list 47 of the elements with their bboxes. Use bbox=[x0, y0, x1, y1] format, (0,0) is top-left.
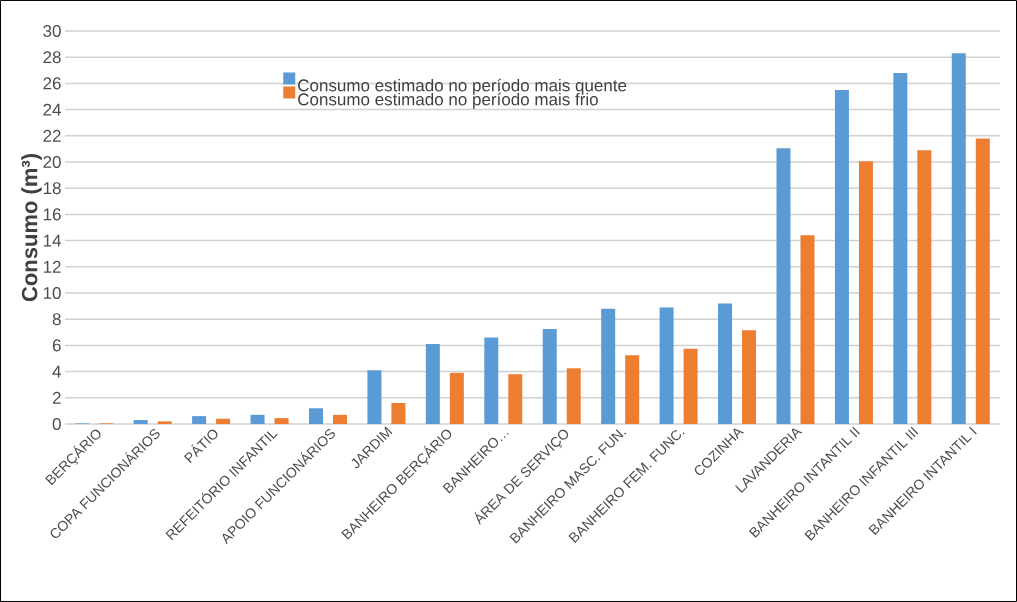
bar bbox=[776, 148, 791, 424]
y-tick-label: 16 bbox=[43, 208, 61, 221]
bar bbox=[834, 89, 849, 424]
bar bbox=[332, 414, 347, 424]
y-tick-label: 0 bbox=[52, 417, 61, 431]
bar bbox=[858, 161, 873, 424]
y-tick-label: 18 bbox=[43, 182, 61, 195]
bar bbox=[216, 418, 231, 424]
bar bbox=[157, 421, 172, 424]
bar bbox=[449, 372, 464, 424]
bar bbox=[391, 403, 406, 424]
y-tick-label: 4 bbox=[52, 365, 61, 378]
y-tick-label: 28 bbox=[43, 51, 61, 64]
y-tick-label: 30 bbox=[43, 24, 61, 38]
bar bbox=[742, 330, 757, 424]
y-tick-label: 20 bbox=[43, 155, 61, 169]
bar bbox=[133, 420, 148, 424]
bar bbox=[566, 368, 581, 424]
y-tick-label: 24 bbox=[43, 103, 61, 116]
y-tick-label: 22 bbox=[43, 129, 61, 142]
bar bbox=[893, 72, 908, 424]
bar bbox=[917, 150, 932, 424]
bar bbox=[975, 138, 990, 424]
bar bbox=[484, 337, 499, 424]
bar bbox=[800, 235, 815, 424]
y-tick-label: 8 bbox=[52, 313, 61, 326]
y-tick-label: 26 bbox=[43, 77, 61, 90]
bar bbox=[367, 370, 382, 424]
bar bbox=[659, 307, 674, 424]
bar bbox=[308, 408, 323, 424]
bar bbox=[542, 329, 557, 424]
y-tick-label: 12 bbox=[43, 260, 61, 273]
bar bbox=[601, 308, 616, 424]
bar bbox=[274, 418, 289, 424]
bar bbox=[508, 374, 523, 424]
bar bbox=[718, 303, 733, 424]
y-tick-label: 10 bbox=[43, 286, 61, 300]
y-tick-label: 6 bbox=[52, 339, 61, 352]
y-tick-label: 14 bbox=[43, 234, 61, 247]
bar bbox=[951, 53, 966, 424]
bar bbox=[192, 416, 207, 424]
bar bbox=[425, 344, 440, 424]
bar bbox=[625, 355, 640, 424]
y-tick-label: 2 bbox=[52, 391, 61, 404]
y-axis-title: Consumo (m³) bbox=[21, 154, 42, 302]
bar bbox=[683, 348, 698, 424]
bar bbox=[250, 414, 265, 424]
